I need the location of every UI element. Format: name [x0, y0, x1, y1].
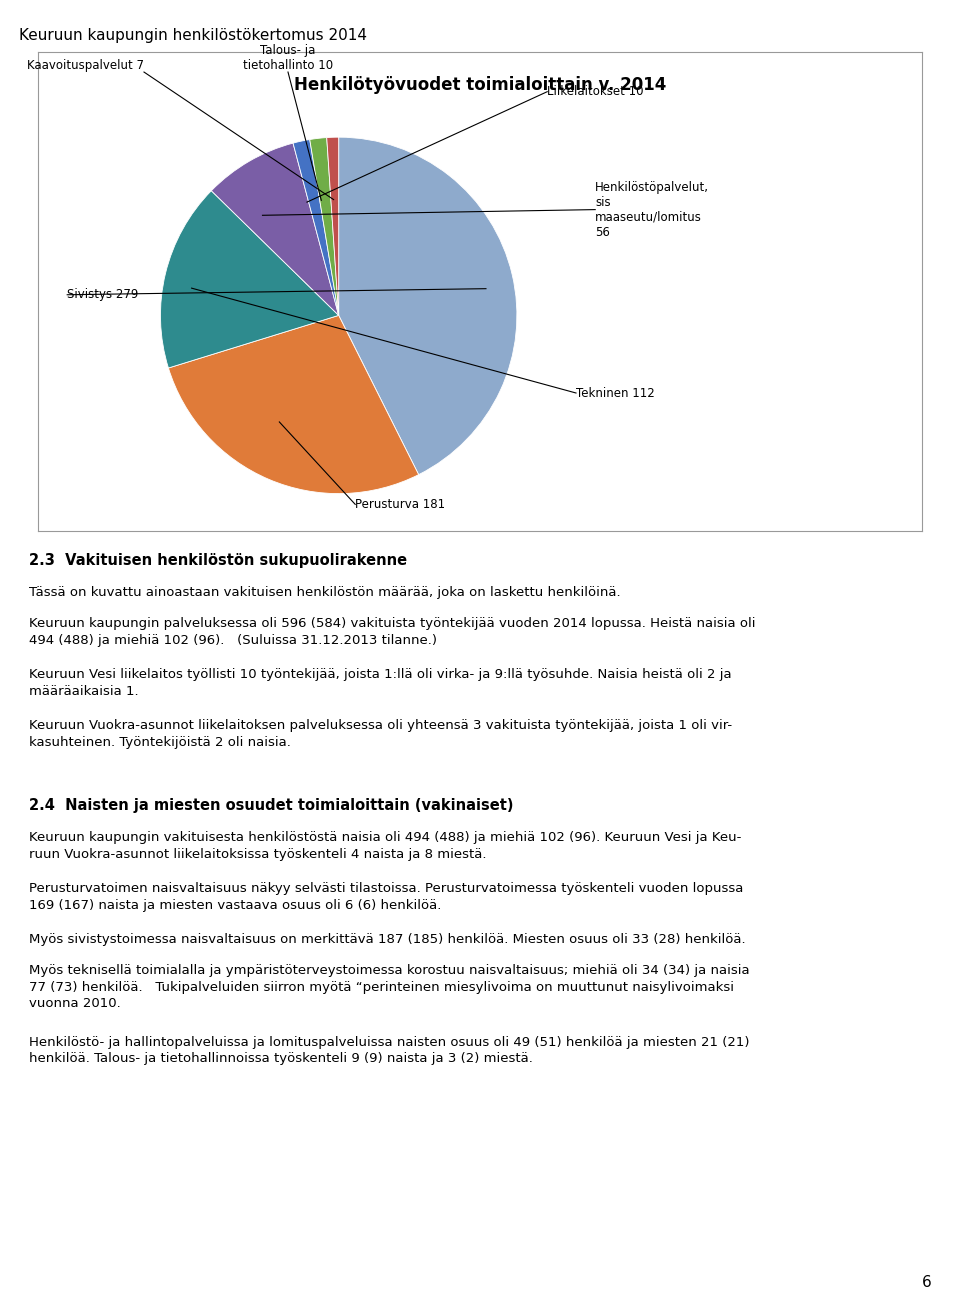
- Text: 2.3  Vakituisen henkilöstön sukupuolirakenne: 2.3 Vakituisen henkilöstön sukupuolirake…: [29, 553, 407, 567]
- Wedge shape: [293, 140, 339, 316]
- Text: Myös sivistystoimessa naisvaltaisuus on merkittävä 187 (185) henkilöä. Miesten o: Myös sivistystoimessa naisvaltaisuus on …: [29, 933, 745, 946]
- Text: 2.4  Naisten ja miesten osuudet toimialoittain (vakinaiset): 2.4 Naisten ja miesten osuudet toimialoi…: [29, 798, 514, 812]
- Text: Liikelaitokset 10: Liikelaitokset 10: [547, 85, 644, 98]
- Text: Henkilöstöpalvelut,
sis
maaseutu/lomitus
56: Henkilöstöpalvelut, sis maaseutu/lomitus…: [595, 181, 709, 238]
- Text: 6: 6: [922, 1276, 931, 1290]
- Text: Myös teknisellä toimialalla ja ympäristöterveystoimessa korostuu naisvaltaisuus;: Myös teknisellä toimialalla ja ympäristö…: [29, 964, 750, 1010]
- Wedge shape: [168, 316, 419, 494]
- Text: Tässä on kuvattu ainoastaan vakituisen henkilöstön määrää, joka on laskettu henk: Tässä on kuvattu ainoastaan vakituisen h…: [29, 587, 620, 599]
- Text: Keuruun kaupungin henkilöstökertomus 2014: Keuruun kaupungin henkilöstökertomus 201…: [19, 28, 367, 42]
- Text: Henkilöstö- ja hallintopalveluissa ja lomituspalveluissa naisten osuus oli 49 (5: Henkilöstö- ja hallintopalveluissa ja lo…: [29, 1035, 750, 1065]
- Text: Talous- ja
tietohallinto 10: Talous- ja tietohallinto 10: [243, 45, 333, 72]
- Text: Sivistys 279: Sivistys 279: [67, 288, 138, 301]
- Text: Keuruun Vuokra-asunnot liikelaitoksen palveluksessa oli yhteensä 3 vakituista ty: Keuruun Vuokra-asunnot liikelaitoksen pa…: [29, 719, 732, 749]
- Text: Tekninen 112: Tekninen 112: [576, 386, 655, 400]
- Text: Keuruun Vesi liikelaitos työllisti 10 työntekijää, joista 1:llä oli virka- ja 9:: Keuruun Vesi liikelaitos työllisti 10 ty…: [29, 668, 732, 698]
- Text: Henkilötyövuodet toimialoittain v. 2014: Henkilötyövuodet toimialoittain v. 2014: [294, 76, 666, 94]
- Wedge shape: [160, 191, 339, 368]
- Text: Kaavoituspalvelut 7: Kaavoituspalvelut 7: [27, 59, 144, 72]
- Text: Perusturvatoimen naisvaltaisuus näkyy selvästi tilastoissa. Perusturvatoimessa t: Perusturvatoimen naisvaltaisuus näkyy se…: [29, 883, 743, 912]
- Text: Keuruun kaupungin palveluksessa oli 596 (584) vakituista työntekijää vuoden 2014: Keuruun kaupungin palveluksessa oli 596 …: [29, 617, 756, 647]
- Text: Keuruun kaupungin vakituisesta henkilöstöstä naisia oli 494 (488) ja miehiä 102 : Keuruun kaupungin vakituisesta henkilöst…: [29, 831, 741, 861]
- Wedge shape: [326, 138, 339, 316]
- Text: Perusturva 181: Perusturva 181: [355, 498, 445, 511]
- Wedge shape: [211, 143, 339, 316]
- Wedge shape: [310, 138, 339, 316]
- Wedge shape: [339, 138, 516, 474]
